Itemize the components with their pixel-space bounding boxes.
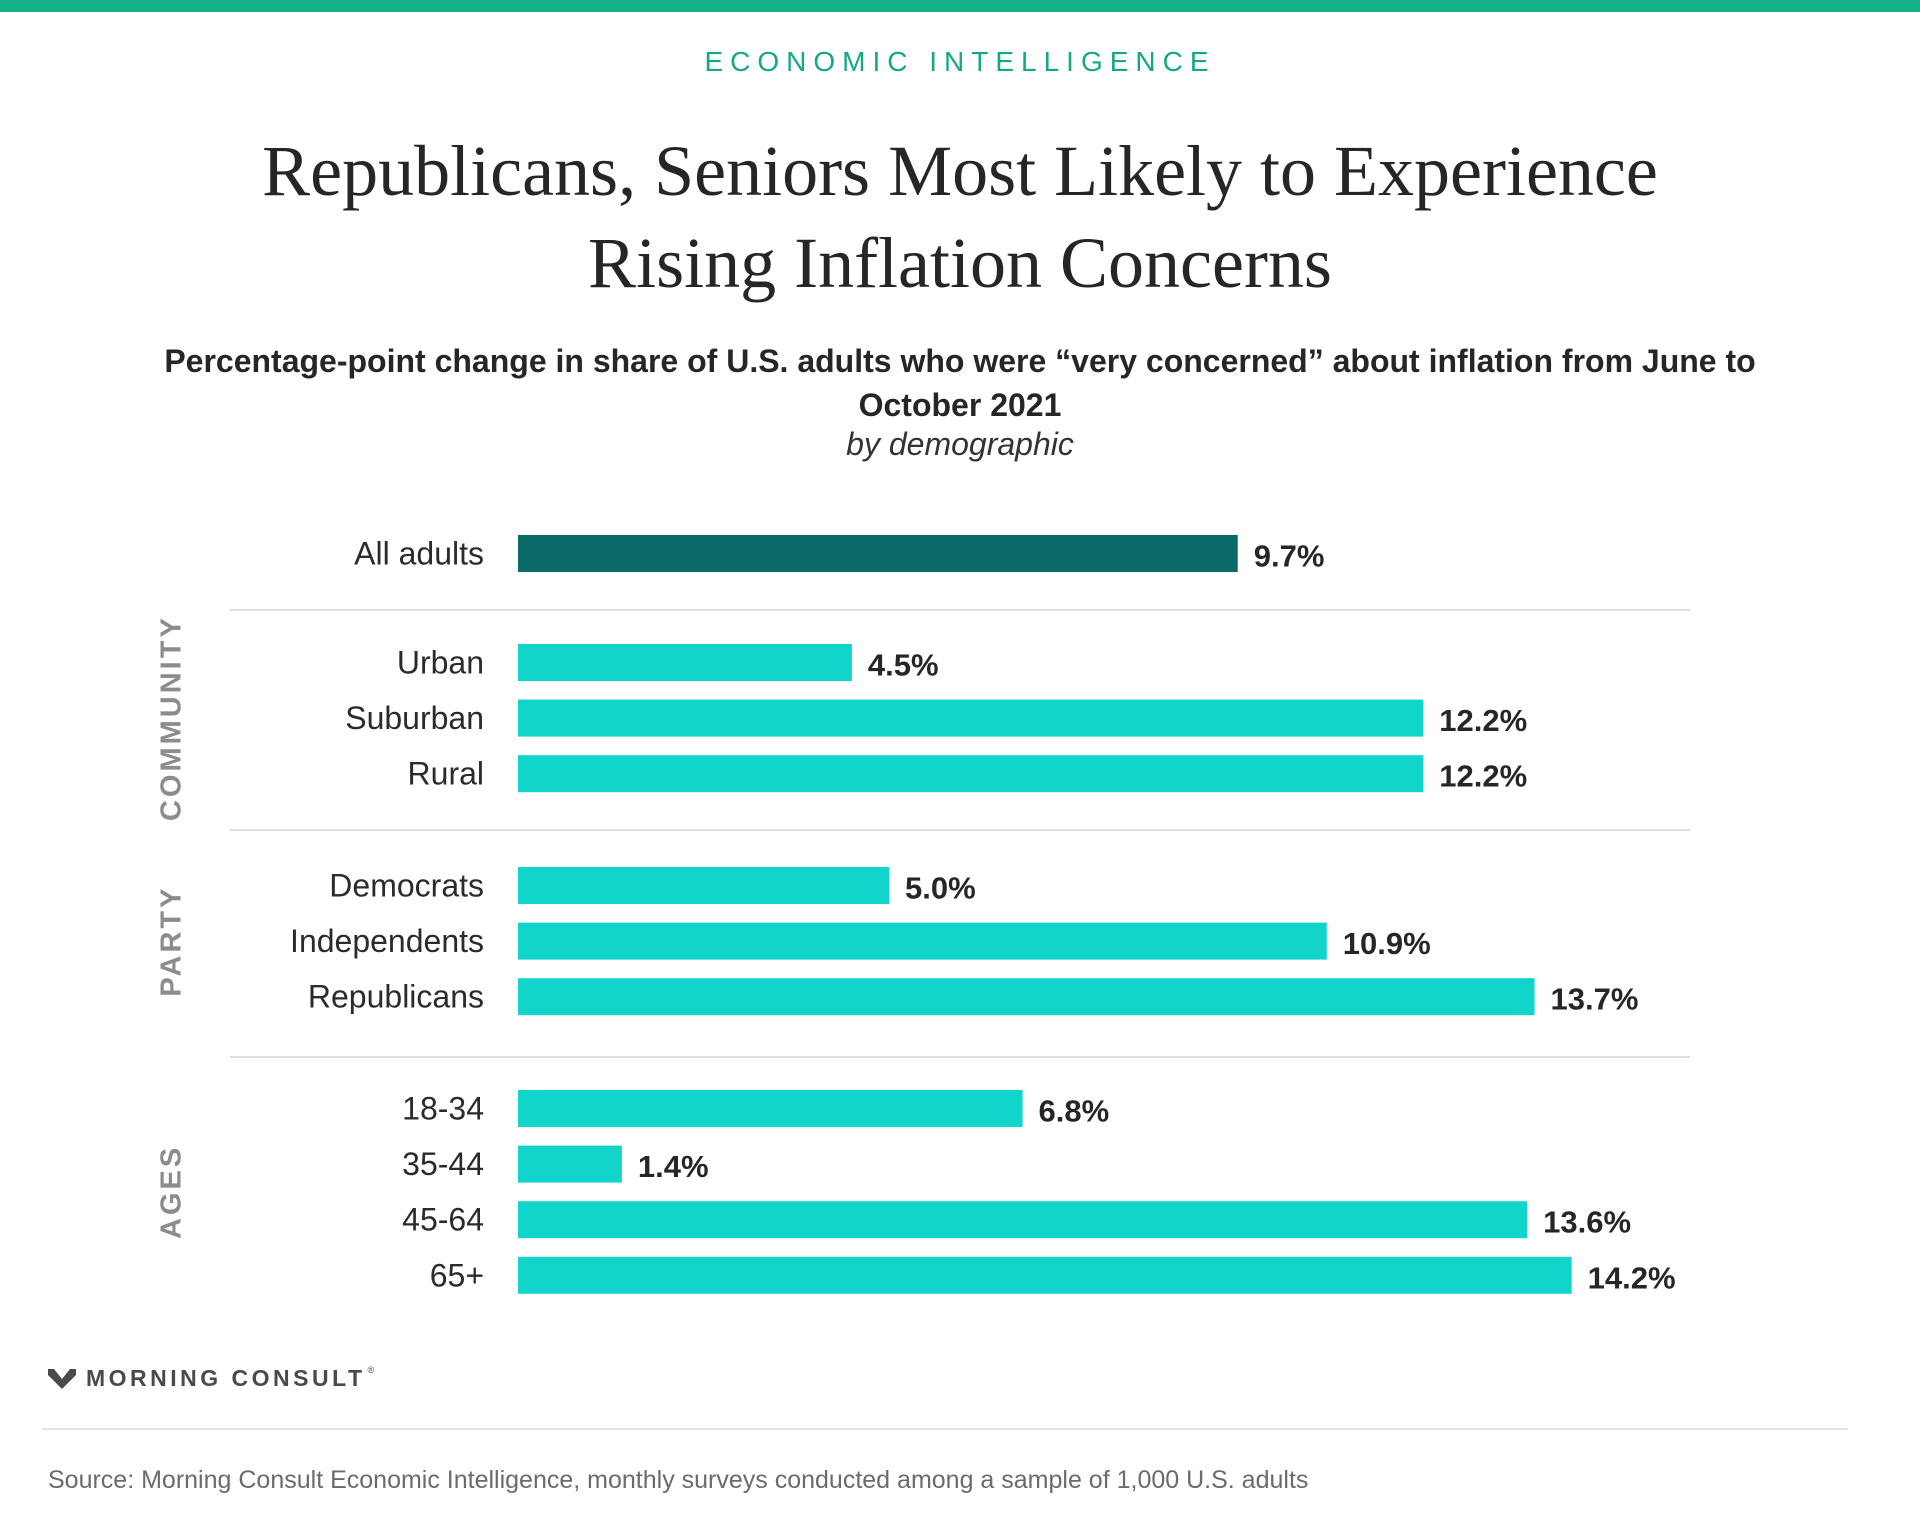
bar-65- — [518, 1256, 1572, 1294]
chart-title: Republicans, Seniors Most Likely to Expe… — [262, 131, 1658, 303]
category-label: 65+ — [430, 1257, 484, 1293]
value-label: 13.6% — [1543, 1205, 1631, 1240]
value-label: 5.0% — [905, 871, 976, 906]
value-label: 9.7% — [1254, 539, 1325, 574]
category-label: All adults — [354, 536, 484, 572]
footer-divider — [42, 1428, 1848, 1430]
bar-suburban — [518, 699, 1424, 737]
category-label: Suburban — [345, 700, 484, 736]
bar-45-64 — [518, 1201, 1528, 1239]
kicker: ECONOMIC INTELLIGENCE — [704, 46, 1216, 77]
category-label: Republicans — [308, 979, 484, 1015]
bar-urban — [518, 644, 852, 681]
value-label: 12.2% — [1439, 703, 1527, 738]
bar-all-adults — [518, 535, 1238, 572]
group-label: PARTY — [156, 886, 188, 997]
brand-name: MORNING CONSULT — [86, 1364, 366, 1391]
top-accent-rule — [0, 0, 1920, 12]
category-label: Rural — [408, 756, 484, 792]
value-label: 10.9% — [1343, 926, 1431, 961]
group-label: AGES — [156, 1145, 188, 1239]
brand-registered-mark: ® — [367, 1365, 375, 1375]
value-label: 13.7% — [1551, 982, 1639, 1017]
category-label: 18-34 — [402, 1091, 484, 1127]
value-label: 6.8% — [1039, 1094, 1110, 1129]
morning-consult-logo-icon — [48, 1369, 76, 1389]
chart-subtitle-note: by demographic — [846, 426, 1074, 462]
brand-logo: MORNING CONSULT ® — [48, 1363, 374, 1393]
value-label: 4.5% — [868, 648, 939, 683]
group-label: COMMUNITY — [156, 615, 188, 821]
bar-rural — [518, 755, 1424, 793]
source-note: Source: Morning Consult Economic Intelli… — [48, 1466, 1309, 1494]
value-label: 12.2% — [1439, 759, 1527, 794]
category-label: Democrats — [329, 868, 484, 904]
category-label: Urban — [397, 645, 484, 681]
bar-republicans — [518, 978, 1535, 1016]
category-label: 35-44 — [402, 1146, 484, 1182]
value-label: 1.4% — [638, 1149, 709, 1184]
bar-democrats — [518, 867, 889, 904]
chart-subtitle: Percentage-point change in share of U.S.… — [164, 343, 1756, 423]
category-label: Independents — [290, 923, 484, 959]
bar-independents — [518, 922, 1327, 960]
bar-35-44 — [518, 1145, 622, 1183]
category-label: 45-64 — [402, 1202, 484, 1238]
bar-18-34 — [518, 1090, 1023, 1127]
value-label: 14.2% — [1588, 1260, 1676, 1295]
